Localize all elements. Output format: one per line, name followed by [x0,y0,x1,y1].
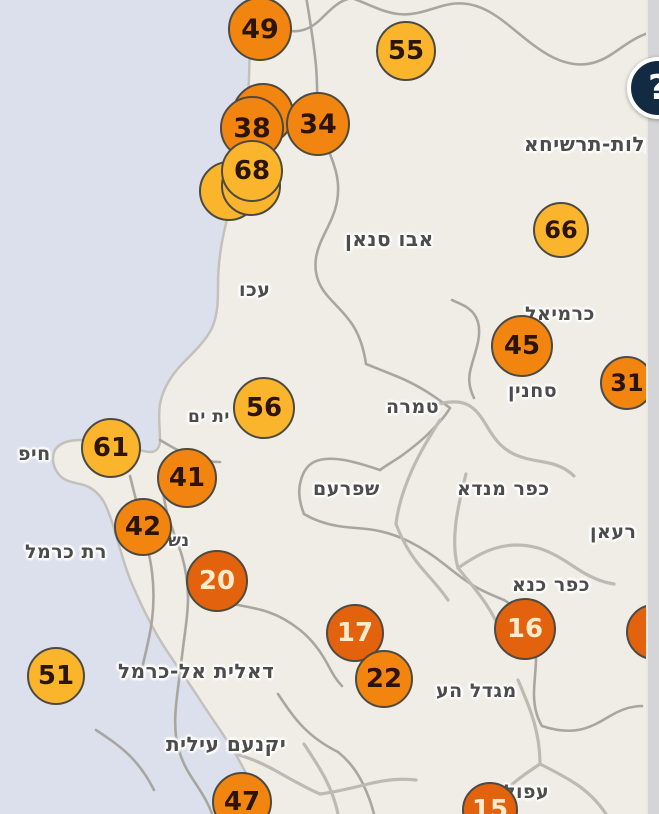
cluster-34[interactable]: 34 [286,92,350,156]
cluster-count-label: 68 [233,156,271,186]
cluster-count-label: 34 [299,108,337,140]
cluster-55[interactable]: 55 [376,21,436,81]
cluster-count-label: 20 [198,566,236,596]
cluster-count-label: 45 [503,331,541,361]
cluster-count-label: 47 [223,787,261,814]
cluster-count-label: 61 [92,433,130,463]
cluster-count-label: 31 [610,369,644,397]
cluster-68[interactable]: 68 [221,140,283,202]
cluster-41[interactable]: 41 [157,448,217,508]
cluster-51[interactable]: 51 [27,647,85,705]
cluster-16[interactable]: 16 [494,598,556,660]
cluster-20[interactable]: 20 [186,550,248,612]
help-button-glyph: ? [648,68,659,108]
cluster-count-label: 49 [241,13,279,45]
cluster-45[interactable]: 45 [491,315,553,377]
cluster-31[interactable]: 31 [600,356,654,410]
cluster-22[interactable]: 22 [355,650,413,708]
cluster-66[interactable]: 66 [533,202,589,258]
cluster-42[interactable]: 42 [114,498,172,556]
cluster-56[interactable]: 56 [233,377,295,439]
cluster-count-label: 17 [336,618,374,648]
right-gutter-strip [648,0,659,814]
panel-edge-highlight [646,0,648,814]
cluster-count-label: 56 [245,393,283,423]
cluster-count-label: 41 [168,463,206,493]
cluster-61[interactable]: 61 [81,418,141,478]
cluster-count-label: 55 [387,36,425,66]
cluster-count-label: 42 [124,512,162,542]
cluster-count-label: 16 [506,614,544,644]
cluster-count-label: 22 [365,664,403,694]
cluster-count-label: 38 [233,112,271,144]
cluster-count-label: 51 [37,661,75,691]
cluster-count-label: 66 [544,216,578,244]
cluster-49[interactable]: 49 [228,0,292,61]
cluster-count-label: 15 [471,795,509,814]
